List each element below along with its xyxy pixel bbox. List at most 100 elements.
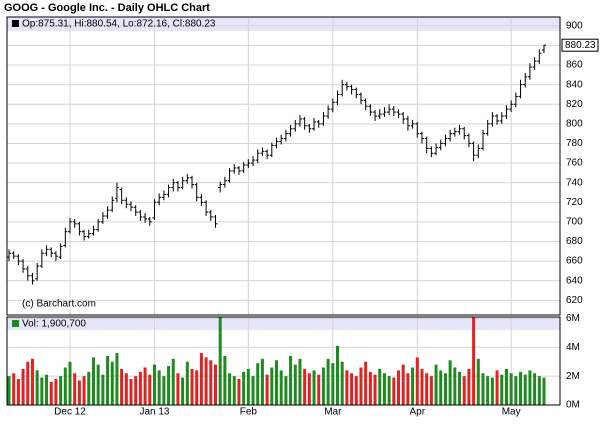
price-frame (6, 16, 561, 316)
y-tick-label: 640 (566, 275, 583, 286)
volume-bar (204, 357, 208, 405)
volume-bar (162, 376, 166, 405)
volume-bar (171, 358, 175, 405)
volume-bar (59, 376, 63, 405)
x-tick-label: Dec 12 (54, 407, 86, 418)
volume-bar (270, 367, 274, 405)
volume-bar (279, 370, 283, 405)
volume-bar (406, 373, 410, 405)
volume-bar (317, 374, 321, 405)
volume-bar (284, 376, 288, 405)
y2-tick-label: 0M (566, 400, 580, 411)
volume-bar (12, 373, 16, 405)
x-tick-label: May (502, 407, 521, 418)
volume-bar (321, 367, 325, 405)
price-header (7, 17, 560, 31)
volume-bar (120, 368, 124, 405)
volume-bar (307, 373, 311, 405)
last-price-box (561, 38, 599, 52)
volume-bar (443, 373, 447, 405)
volume-bar (190, 368, 194, 405)
volume-header (7, 317, 560, 330)
y2-tick-label: 4M (566, 342, 580, 353)
volume-bar (223, 355, 227, 405)
y-tick-label: 820 (566, 99, 583, 110)
volume-bar (26, 361, 30, 405)
volume-bar (87, 371, 91, 405)
y-tick-label: 780 (566, 138, 583, 149)
volume-frame (6, 316, 561, 406)
volume-bar (152, 364, 156, 405)
volume-bar (195, 370, 199, 405)
volume-bar (256, 363, 260, 405)
y-tick-label: 760 (566, 158, 583, 169)
volume-bar (293, 364, 297, 405)
volume-bar (106, 355, 110, 405)
volume-bar (392, 377, 396, 405)
volume-bar (331, 363, 335, 405)
y-tick-label: 680 (566, 236, 583, 247)
volume-bar (209, 360, 213, 405)
credit: (c) Barchart.com (22, 299, 96, 310)
y-tick-label: 840 (566, 79, 583, 90)
volume-bar (462, 376, 466, 405)
y-tick-label: 700 (566, 217, 583, 228)
volume-bar (138, 371, 142, 405)
volume-bar (303, 368, 307, 405)
volume-bar (378, 368, 382, 405)
volume-bar (213, 364, 217, 405)
volume-bar (289, 355, 293, 405)
volume-bar (49, 381, 53, 405)
volume-bar (40, 377, 44, 405)
y-tick-label: 860 (566, 60, 583, 71)
volume-bar (453, 367, 457, 405)
volume-bar (73, 373, 77, 405)
volume-bar (228, 373, 232, 405)
volume-bar (96, 364, 100, 405)
volume-bar (401, 364, 405, 405)
volume-bar (495, 370, 499, 405)
y2-tick-label: 2M (566, 371, 580, 382)
volume-bar (134, 376, 138, 405)
volume-bar (523, 374, 527, 405)
volume-bar (232, 376, 236, 405)
volume-bar (251, 376, 255, 405)
volume-bar (373, 374, 377, 405)
volume-bar (176, 373, 180, 405)
volume-bar (486, 376, 490, 405)
volume-bar (185, 361, 189, 405)
volume-bar (528, 370, 532, 405)
volume-bar (467, 368, 471, 405)
volume-bar (312, 370, 316, 405)
volume-bar (509, 373, 513, 405)
volume-bar (63, 367, 67, 405)
volume-bar (472, 317, 476, 405)
volume-bar (21, 368, 25, 405)
volume-bar (481, 373, 485, 405)
volume-bar (110, 361, 114, 405)
volume-bar (30, 358, 34, 405)
volume-bar (387, 376, 391, 405)
legend-swatch (12, 20, 19, 27)
volume-bar (242, 371, 246, 405)
volume-bar (181, 377, 185, 405)
volume-bar (275, 360, 278, 405)
volume-bar (340, 361, 344, 405)
volume-bar (157, 370, 161, 405)
volume-bar (246, 368, 250, 405)
volume-bar (411, 367, 415, 405)
volume-bar (537, 376, 541, 405)
volume-bar (359, 367, 363, 405)
volume-bar (364, 361, 368, 405)
volume-bar (368, 371, 372, 405)
volume-bar (350, 373, 354, 405)
volume-bar (68, 361, 72, 405)
volume-bar (82, 376, 86, 405)
volume-bar (345, 370, 349, 405)
y-tick-label: 900 (566, 20, 583, 31)
volume-bar (434, 364, 438, 405)
volume-bar (143, 367, 147, 405)
volume-bar (7, 376, 11, 405)
volume-bar (91, 357, 95, 405)
